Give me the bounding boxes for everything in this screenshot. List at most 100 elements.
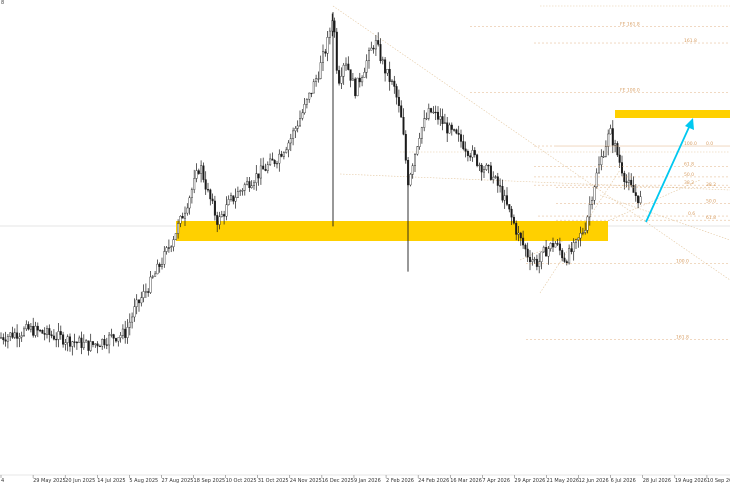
x-tick-label: 28 Jul 2026 <box>643 478 671 484</box>
x-tick-label: 19 Aug 2026 <box>675 478 707 484</box>
candle-body <box>607 133 610 147</box>
candle-body <box>368 50 371 61</box>
candle-body <box>294 128 297 132</box>
candle-body <box>276 162 279 165</box>
candle-body <box>510 208 513 218</box>
candle-body <box>91 341 94 345</box>
fib-label: 0.0 <box>706 141 713 147</box>
fib-label: 50.0 <box>706 199 716 205</box>
candle-body <box>144 291 147 293</box>
x-tick-label: 7 Apr 2026 <box>482 478 510 484</box>
candle-body <box>103 339 106 345</box>
fib-label: 61.8 <box>684 162 694 168</box>
candle-body <box>174 233 177 240</box>
candle-body <box>538 261 541 267</box>
candle-body <box>556 243 559 245</box>
support-resistance-zone <box>176 221 608 241</box>
candle-body <box>128 321 131 328</box>
candle-body <box>372 47 375 50</box>
candle-body <box>170 246 173 248</box>
candle-body <box>177 223 180 234</box>
symbol-label: 8 <box>1 0 5 6</box>
candle-body <box>611 128 614 146</box>
x-tick-label: 29 Apr 2026 <box>514 478 545 484</box>
candle-body <box>545 247 548 257</box>
candle-body <box>420 127 423 139</box>
candle-body <box>593 186 596 201</box>
candle-body <box>186 207 189 214</box>
target-zone <box>615 110 730 118</box>
candle-body <box>595 172 598 188</box>
candle-body <box>503 195 506 201</box>
candle-body <box>167 247 170 249</box>
x-tick-label: 18 Sep 2025 <box>194 478 226 484</box>
candle-body <box>476 154 479 166</box>
candle-body <box>202 165 205 180</box>
candle-body <box>312 81 315 94</box>
candle-body <box>508 204 511 210</box>
candle-body <box>434 111 437 114</box>
fib-label: 50.0 <box>684 172 694 178</box>
x-tick-label: 27 Aug 2025 <box>161 478 193 484</box>
candle-body <box>432 111 435 114</box>
candle-body <box>489 165 492 180</box>
candle-body <box>126 327 129 338</box>
candle-body <box>319 62 322 79</box>
candle-body <box>561 250 564 259</box>
candle-body <box>36 325 39 331</box>
candle-body <box>471 150 474 158</box>
candle-body <box>248 181 251 188</box>
candle-body <box>535 258 538 267</box>
candle-body <box>80 337 83 348</box>
candle-body <box>163 251 166 265</box>
candle-body <box>540 251 543 262</box>
candle-body <box>158 263 161 267</box>
candle-body <box>441 116 444 124</box>
candle-body <box>464 148 467 152</box>
x-tick-label: 10 Sep 2026 <box>707 478 730 484</box>
candle-body <box>285 149 288 153</box>
candle-body <box>151 276 154 278</box>
candle-body <box>363 71 366 78</box>
candle-body <box>351 78 354 81</box>
candle-body <box>85 340 88 343</box>
candle-body <box>446 122 449 134</box>
candle-body <box>16 332 19 339</box>
trend-line <box>339 173 730 191</box>
candle-body <box>598 164 601 174</box>
candle-body <box>487 164 490 167</box>
candle-body <box>78 337 81 343</box>
candle-body <box>335 31 338 71</box>
fib-layer: FE 161.8 161.8 FE 100.0 100.0 0.0 61.8 50.0 38.… <box>470 22 730 341</box>
candle-body <box>257 173 260 179</box>
fib-label: FE 161.8 <box>620 22 640 28</box>
candle-body <box>531 259 534 263</box>
candle-body <box>299 118 302 127</box>
candle-body <box>616 143 619 156</box>
candle-body <box>131 316 134 323</box>
candle-body <box>34 325 37 336</box>
candle-body <box>460 134 463 142</box>
candle-body <box>197 170 200 174</box>
candle-body <box>206 189 209 191</box>
candle-body <box>225 204 228 217</box>
candle-body <box>73 341 76 343</box>
candle-body <box>264 169 267 171</box>
candle-body <box>172 239 175 247</box>
trend-lines <box>332 5 730 294</box>
candle-body <box>586 216 589 231</box>
candle-body <box>384 59 387 74</box>
candle-body <box>280 153 283 157</box>
candle-body <box>246 181 249 185</box>
fib-label: FE 100.0 <box>620 87 640 93</box>
candle-body <box>623 172 626 182</box>
candle-body <box>119 335 122 338</box>
candle-body <box>639 196 642 204</box>
candle-body <box>409 174 412 186</box>
candle-body <box>87 340 90 351</box>
candle-body <box>179 215 182 224</box>
candle-body <box>627 179 630 183</box>
candle-body <box>637 195 640 204</box>
x-tick-label: 14 Jul 2025 <box>97 478 125 484</box>
